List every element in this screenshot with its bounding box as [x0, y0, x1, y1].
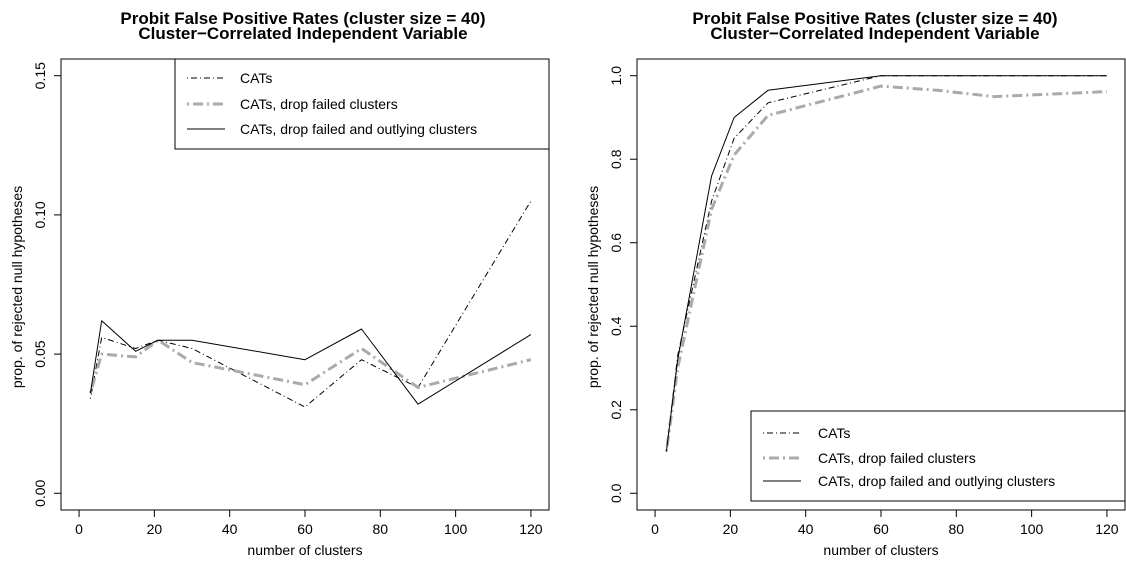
left-x-tick-label: 40	[222, 521, 238, 537]
left-legend-box	[174, 58, 550, 150]
left-x-tick-label: 20	[147, 521, 163, 537]
right-legend-label-drop-failed: CATs, drop failed clusters	[818, 450, 976, 466]
left-y-tick-label: 0.15	[32, 62, 48, 89]
left-y-axis-label: prop. of rejected null hypotheses	[9, 186, 25, 388]
right-y-tick-label: 0.8	[608, 149, 624, 169]
left-series-line-cats	[89, 200, 532, 408]
right-x-tick-label: 100	[1020, 521, 1044, 537]
left-legend-label-drop-failed: CATs, drop failed clusters	[240, 96, 398, 112]
right-y-tick-label: 0.4	[608, 316, 624, 336]
left-x-axis-label: number of clusters	[247, 542, 362, 558]
left-series-line-drop-outlying	[89, 320, 532, 405]
left-legend-label-cats: CATs	[240, 70, 272, 86]
right-x-tick-label: 120	[1095, 521, 1119, 537]
left-x-tick-label: 120	[519, 521, 543, 537]
left-y-tick-label: 0.05	[32, 340, 48, 367]
right-x-tick-label: 20	[723, 521, 739, 537]
right-chart-panel: Probit False Positive Rates (cluster siz…	[585, 9, 1126, 558]
right-series-line-cats	[665, 75, 1107, 452]
right-series-line-drop-outlying	[665, 75, 1107, 452]
right-y-tick-label: 0.6	[608, 233, 624, 253]
right-x-tick-label: 0	[651, 521, 659, 537]
left-series-layer	[88, 200, 532, 408]
right-legend: CATs CATs, drop failed clusters CATs, dr…	[750, 410, 1126, 502]
right-y-axis-label: prop. of rejected null hypotheses	[585, 186, 601, 388]
right-x-tick-label: 80	[949, 521, 965, 537]
right-x-tick-label: 40	[798, 521, 814, 537]
left-y-tick-label: 0.00	[32, 479, 48, 506]
right-y-axis: 0.0 0.2 0.4 0.6 0.8 1.0	[608, 66, 638, 503]
right-x-axis-label: number of clusters	[823, 542, 938, 558]
left-y-tick-label: 0.10	[32, 201, 48, 228]
right-legend-label-drop-outlying: CATs, drop failed and outlying clusters	[818, 473, 1055, 489]
left-x-tick-label: 60	[297, 521, 313, 537]
left-x-axis: 0 20 40 60 80 100 120	[75, 509, 543, 537]
right-legend-label-cats: CATs	[818, 425, 850, 441]
left-y-axis: 0.00 0.05 0.10 0.15	[32, 62, 62, 507]
left-chart-subtitle: Cluster−Correlated Independent Variable	[138, 24, 467, 43]
right-chart-title: Probit False Positive Rates (cluster siz…	[692, 9, 1057, 28]
right-y-tick-label: 1.0	[608, 66, 624, 86]
right-y-tick-label: 0.2	[608, 400, 624, 420]
left-series-line-drop-failed	[88, 338, 532, 394]
left-chart-title: Probit False Positive Rates (cluster siz…	[120, 9, 485, 28]
right-series-layer	[664, 75, 1107, 452]
right-chart-subtitle: Cluster−Correlated Independent Variable	[710, 24, 1039, 43]
right-x-tick-label: 60	[873, 521, 889, 537]
left-x-tick-label: 0	[75, 521, 83, 537]
left-x-tick-label: 100	[444, 521, 468, 537]
right-y-tick-label: 0.0	[608, 483, 624, 503]
left-x-tick-label: 80	[373, 521, 389, 537]
left-chart-panel: Probit False Positive Rates (cluster siz…	[9, 9, 550, 558]
right-x-axis: 0 20 40 60 80 100 120	[651, 509, 1119, 537]
left-legend: CATs CATs, drop failed clusters CATs, dr…	[174, 58, 550, 150]
right-legend-box	[750, 410, 1126, 502]
left-legend-label-drop-outlying: CATs, drop failed and outlying clusters	[240, 121, 477, 137]
right-series-line-drop-failed	[664, 84, 1107, 452]
